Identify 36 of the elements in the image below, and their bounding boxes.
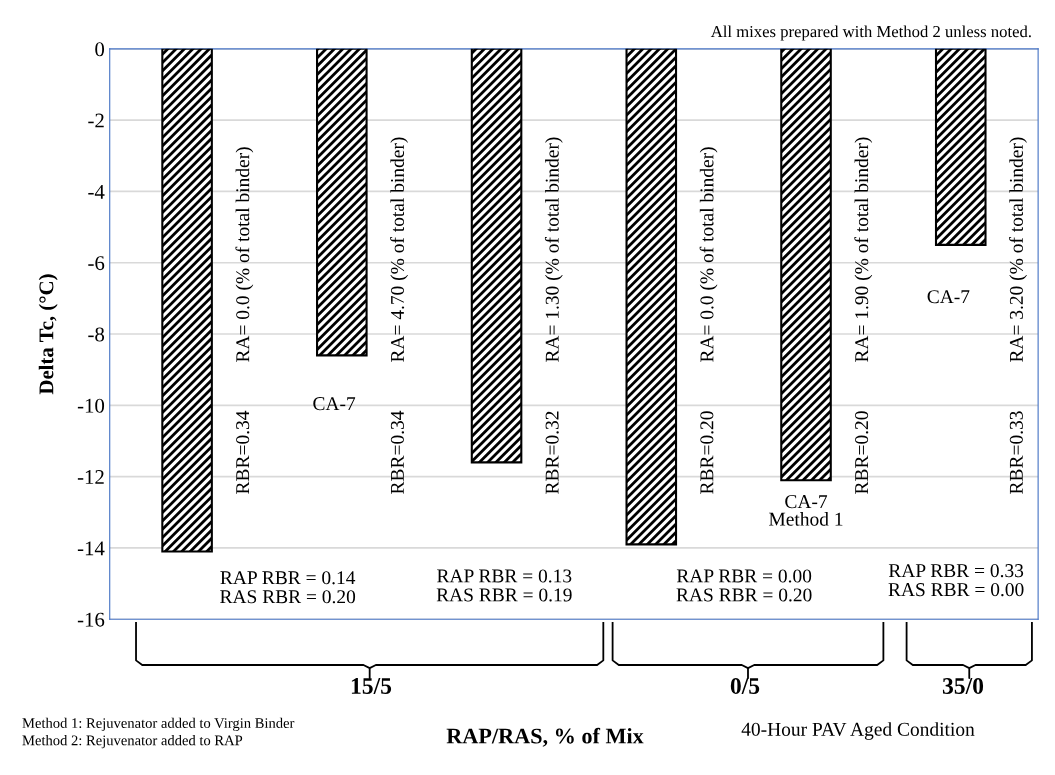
text: All mixes prepared with Method 2 unless noted. [710, 25, 1031, 41]
y-tick-label: -2 [88, 113, 104, 128]
y-tick-label: -12 [77, 470, 104, 484]
annotation: RBR=0.20 [700, 411, 714, 494]
annotation: RBR=0.32 [545, 411, 559, 494]
annotation: RA= 0.0 (% of total binder) [699, 147, 718, 362]
y-tick-label: -8 [88, 327, 105, 342]
annotation: CA-7 [927, 290, 970, 304]
annotation: RA= 4.70 (% of total binder) [390, 137, 408, 362]
text: 15/5 [351, 678, 392, 694]
annotation: RBR=0.34 [390, 410, 405, 494]
y-axis-title: Delta Tc, (°C) [38, 274, 58, 395]
text: 40-Hour PAV Aged Condition [741, 722, 975, 740]
y-tick-label: -10 [77, 398, 105, 413]
annotation: CA-7 Method 1 [769, 495, 843, 526]
y-tick-label: -14 [77, 541, 105, 556]
text: 0/5 [730, 677, 760, 694]
annotation: RAP RBR = 0.33 RAS RBR = 0.00 [888, 564, 1024, 597]
y-tick-label: 0 [95, 42, 105, 57]
annotation: RBR=0.33 [1009, 411, 1023, 494]
y-tick-label: -4 [88, 184, 105, 199]
annotation: RBR=0.34 [236, 410, 250, 494]
annotation: RA= 1.30 (% of total binder) [544, 137, 563, 362]
annotation: RAP RBR = 0.14 RAS RBR = 0.20 [220, 571, 356, 604]
annotation: RA= 1.90 (% of total binder) [854, 137, 873, 362]
annotation: RAP RBR = 0.00 RAS RBR = 0.20 [676, 569, 812, 602]
annotation: CA-7 [313, 397, 356, 411]
annotation: RA= 0.0 (% of total binder) [235, 147, 254, 362]
y-tick-label: -6 [88, 256, 105, 271]
y-tick-label: -16 [77, 612, 105, 627]
annotation: RAP RBR = 0.13 RAS RBR = 0.19 [436, 569, 572, 602]
annotation: RBR=0.20 [855, 411, 869, 494]
text: Method 1: Rejuvenator added to Virgin Binder Method 2: Rejuvenator added to RAP [22, 717, 295, 749]
text: 35/0 [942, 677, 984, 694]
x-axis-title: RAP/RAS, % of Mix [446, 727, 644, 747]
annotation: RA= 3.20 (% of total binder) [1009, 137, 1027, 362]
